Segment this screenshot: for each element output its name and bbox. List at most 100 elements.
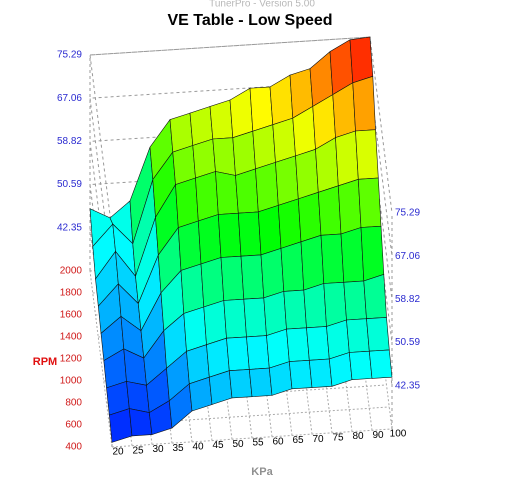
wall-grid-line <box>89 79 393 275</box>
z-tick-label: 67.06 <box>57 93 82 104</box>
surface-cell <box>215 171 239 215</box>
surface-cell <box>240 254 265 300</box>
y-axis-label: RPM <box>33 356 57 368</box>
surface-cell <box>337 178 362 235</box>
surface-cell <box>189 106 214 146</box>
x-tick-label: 60 <box>272 436 284 447</box>
surface-cell <box>349 36 374 84</box>
surface-cell <box>355 129 379 180</box>
x-tick-label: 70 <box>312 434 324 445</box>
x-tick-label: 80 <box>352 431 364 442</box>
surface-cell <box>283 289 307 330</box>
surface-cell <box>186 344 210 385</box>
surface-cell <box>223 298 247 339</box>
surface-cell <box>360 225 385 282</box>
y-tick-label: 1200 <box>60 354 83 365</box>
surface-cell <box>346 318 370 353</box>
surface-cell <box>246 335 270 370</box>
frame-edge <box>89 36 371 56</box>
surface-cell <box>220 255 245 301</box>
surface-cell <box>308 358 333 388</box>
z-tick-label: 42.35 <box>57 222 82 233</box>
z-tick-label: 50.59 <box>57 179 82 190</box>
surface-cell <box>275 155 299 206</box>
y-tick-label: 2000 <box>60 266 83 277</box>
surface-cell <box>228 369 253 399</box>
x-axis-label: KPa <box>251 466 273 478</box>
surface-cell <box>306 326 330 361</box>
y-tick-label: 600 <box>65 420 82 431</box>
z-tick-label: 42.35 <box>395 380 420 391</box>
z-tick-label: 58.82 <box>57 136 82 147</box>
x-tick-label: 30 <box>152 444 164 455</box>
surface-cell <box>232 130 256 176</box>
x-tick-label: 75 <box>332 432 344 443</box>
surface-cell <box>217 212 242 258</box>
z-tick-label: 75.29 <box>57 50 82 61</box>
x-tick-label: 50 <box>232 439 244 450</box>
surface-cell <box>300 234 325 291</box>
watermark: TunerPro - Version 5.00 <box>209 0 315 10</box>
surface-cell <box>172 145 196 186</box>
surface-cell <box>277 198 302 249</box>
z-tick-label: 67.06 <box>395 251 420 262</box>
surface-cell <box>272 117 296 163</box>
surface-cell <box>303 283 327 329</box>
surface-cell <box>323 281 347 327</box>
surface-cell <box>249 86 274 132</box>
floor-grid-line <box>109 406 390 426</box>
surface-cell <box>229 87 254 139</box>
surface-cell <box>295 148 319 200</box>
surface-cell <box>206 337 230 378</box>
surface-cell <box>248 367 273 398</box>
x-tick-label: 20 <box>112 447 124 458</box>
surface-cell <box>235 168 259 214</box>
x-tick-label: 55 <box>252 438 264 449</box>
surface-cell <box>260 247 285 299</box>
surface-cell <box>237 211 262 257</box>
surface-cell <box>192 138 216 179</box>
surface-cell <box>243 297 267 338</box>
surface-cell <box>169 112 194 153</box>
y-tick-label: 400 <box>65 442 82 453</box>
z-tick-label: 58.82 <box>395 294 420 305</box>
x-tick-label: 65 <box>292 435 304 446</box>
surface-cell <box>183 306 207 352</box>
surface-cell <box>280 241 305 292</box>
surface-cell <box>348 350 373 381</box>
surface-cell <box>197 214 222 265</box>
x-tick-label: 90 <box>372 430 384 441</box>
surface-cell <box>200 257 225 308</box>
x-tick-label: 45 <box>212 440 224 451</box>
surface-cell <box>357 177 382 228</box>
surface-cell <box>209 99 234 140</box>
surface-cell <box>317 185 342 236</box>
surface-cell <box>126 381 150 413</box>
surface-cell <box>269 74 294 126</box>
surface-cell <box>263 290 287 337</box>
surface-cell <box>252 124 276 170</box>
y-tick-label: 1600 <box>60 310 83 321</box>
x-tick-label: 35 <box>172 443 184 454</box>
z-tick-label: 50.59 <box>395 337 420 348</box>
surface-cell <box>226 336 250 372</box>
z-tick-label: 75.29 <box>395 208 420 219</box>
chart-title: VE Table - Low Speed <box>167 12 332 29</box>
surface-cell <box>203 300 227 346</box>
surface-cell <box>326 319 350 360</box>
surface-cell <box>255 161 279 213</box>
surface-cell <box>363 273 387 320</box>
surface-cell <box>180 263 205 314</box>
surface-cell <box>368 349 393 379</box>
wall-grid-line <box>89 122 393 318</box>
surface-cell <box>175 177 199 229</box>
y-tick-label: 1000 <box>60 376 83 387</box>
floor-grid-line <box>111 428 393 448</box>
x-tick-label: 25 <box>132 445 144 456</box>
x-tick-label: 100 <box>390 429 407 440</box>
surface-cell <box>128 408 153 437</box>
surface-cell <box>286 327 310 362</box>
surface-cell <box>340 227 365 283</box>
wall-grid-line <box>89 36 393 232</box>
